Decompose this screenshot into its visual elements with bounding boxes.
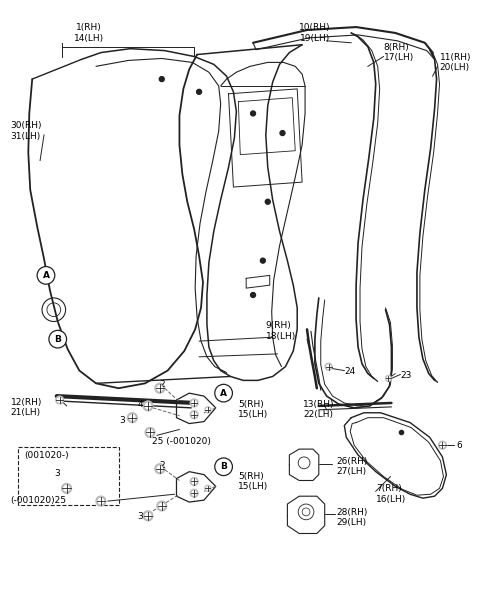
Text: 2: 2 — [159, 381, 165, 389]
Circle shape — [190, 399, 198, 407]
Text: 9(RH)
18(LH): 9(RH) 18(LH) — [266, 322, 296, 341]
Circle shape — [261, 258, 265, 263]
Circle shape — [215, 458, 232, 476]
Circle shape — [192, 479, 196, 484]
Text: B: B — [54, 335, 61, 343]
Text: 28(RH)
29(LH): 28(RH) 29(LH) — [336, 508, 368, 527]
Text: 23: 23 — [400, 371, 412, 379]
Text: 3: 3 — [120, 416, 125, 425]
Text: (-001020)25: (-001020)25 — [11, 496, 67, 505]
Text: B: B — [220, 462, 227, 471]
Circle shape — [37, 267, 55, 284]
Circle shape — [127, 413, 137, 422]
Circle shape — [49, 330, 67, 348]
Text: 8(RH)
17(LH): 8(RH) 17(LH) — [384, 42, 414, 62]
Circle shape — [251, 293, 255, 297]
Circle shape — [440, 443, 444, 447]
Text: 7(RH)
16(LH): 7(RH) 16(LH) — [376, 484, 406, 504]
Text: 4: 4 — [159, 502, 165, 511]
Circle shape — [190, 411, 198, 419]
Text: A: A — [42, 271, 49, 280]
Circle shape — [439, 441, 446, 449]
Circle shape — [251, 111, 255, 116]
Circle shape — [206, 408, 209, 411]
Circle shape — [205, 486, 211, 491]
Text: 1(RH)
14(LH): 1(RH) 14(LH) — [74, 23, 104, 42]
Circle shape — [325, 363, 332, 370]
Text: 3: 3 — [137, 512, 143, 521]
Circle shape — [143, 401, 153, 411]
Circle shape — [145, 428, 155, 437]
Text: 24: 24 — [344, 366, 356, 376]
Circle shape — [265, 199, 270, 204]
Text: 5(RH)
15(LH): 5(RH) 15(LH) — [239, 471, 269, 491]
Text: 6: 6 — [456, 441, 462, 450]
Text: 13(RH)
22(LH): 13(RH) 22(LH) — [303, 400, 335, 419]
Circle shape — [192, 491, 196, 496]
Circle shape — [159, 503, 165, 509]
Circle shape — [98, 499, 104, 504]
Circle shape — [64, 486, 69, 491]
Text: 25 (-001020): 25 (-001020) — [152, 437, 211, 446]
Text: 26(RH)
27(LH): 26(RH) 27(LH) — [336, 457, 368, 476]
Circle shape — [58, 398, 62, 402]
Circle shape — [61, 483, 72, 493]
Text: 10(RH)
19(LH): 10(RH) 19(LH) — [299, 23, 331, 42]
Text: A: A — [220, 389, 227, 398]
Text: (001020-): (001020-) — [24, 451, 69, 460]
Circle shape — [157, 466, 163, 471]
Circle shape — [56, 396, 64, 404]
Circle shape — [145, 513, 151, 519]
Circle shape — [157, 385, 163, 391]
Circle shape — [215, 384, 232, 402]
Circle shape — [155, 384, 165, 393]
Circle shape — [143, 511, 153, 521]
Circle shape — [192, 401, 196, 405]
Circle shape — [206, 487, 209, 490]
Circle shape — [147, 430, 153, 435]
Text: 5(RH)
15(LH): 5(RH) 15(LH) — [239, 400, 269, 419]
Circle shape — [280, 130, 285, 136]
Text: 11(RH)
20(LH): 11(RH) 20(LH) — [440, 53, 471, 72]
Circle shape — [387, 377, 390, 380]
Circle shape — [96, 496, 106, 506]
Text: 12(RH)
21(LH): 12(RH) 21(LH) — [11, 398, 42, 418]
Circle shape — [385, 375, 391, 381]
Circle shape — [159, 77, 164, 81]
Circle shape — [130, 415, 135, 421]
Circle shape — [145, 403, 151, 409]
Circle shape — [190, 477, 198, 486]
Circle shape — [327, 365, 331, 369]
Circle shape — [155, 464, 165, 474]
Text: 30(RH)
31(LH): 30(RH) 31(LH) — [11, 122, 42, 140]
Text: 4: 4 — [137, 400, 143, 409]
Circle shape — [190, 489, 198, 497]
Text: 3: 3 — [54, 468, 60, 478]
Circle shape — [197, 90, 202, 94]
Circle shape — [157, 501, 167, 511]
Text: 2: 2 — [159, 461, 165, 470]
Circle shape — [192, 412, 196, 417]
Circle shape — [205, 407, 211, 413]
